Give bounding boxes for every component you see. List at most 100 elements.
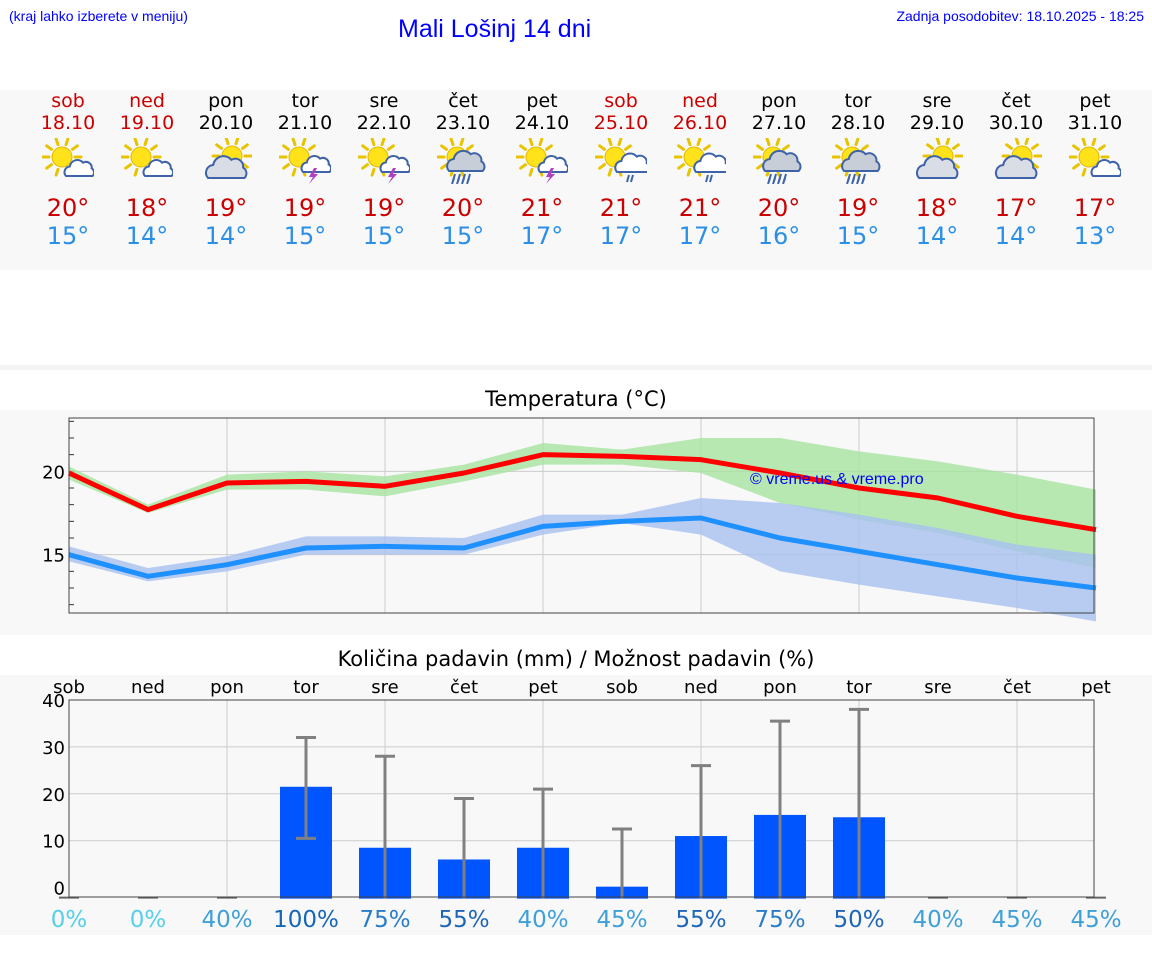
day-name: ned [129, 90, 165, 112]
day-column: ned 19.10 18° 14° [102, 90, 192, 250]
sun-heavy-rain-icon [437, 138, 486, 184]
min-temperature: 15° [46, 222, 90, 250]
day-column: pet 31.10 17° 13° [1050, 90, 1140, 250]
day-date: 24.10 [514, 112, 570, 134]
precipitation-probability: 45% [596, 907, 647, 933]
y-tick-label: 20 [42, 785, 65, 806]
max-temperature: 18° [915, 194, 959, 222]
sun-cloud-icon [42, 138, 94, 177]
max-temperature: 19° [362, 194, 406, 222]
max-temperature: 20° [441, 194, 485, 222]
day-date: 28.10 [830, 112, 886, 134]
min-temperature: 17° [520, 222, 564, 250]
max-temperature: 20° [757, 194, 801, 222]
day-name: sre [369, 90, 399, 112]
min-temperature: 15° [283, 222, 327, 250]
day-column: sob 18.10 20° 15° [23, 90, 113, 250]
day-date: 26.10 [672, 112, 728, 134]
sun-cloud-icon [121, 138, 173, 177]
cloud-sun-icon [995, 138, 1042, 179]
temperature-plot-frame [68, 417, 1095, 614]
max-temperature: 21° [678, 194, 722, 222]
sun-light-rain-icon [674, 138, 726, 183]
max-temperature-line [67, 452, 1097, 533]
min-temperature: 14° [204, 222, 248, 250]
sun-thunderstorm-icon [279, 138, 331, 184]
day-date: 27.10 [751, 112, 807, 134]
max-temperature: 18° [125, 194, 169, 222]
min-temperature: 17° [678, 222, 722, 250]
min-temperature: 14° [915, 222, 959, 250]
precipitation-probability: 40% [912, 907, 963, 933]
precipitation-probability: 55% [438, 907, 489, 933]
day-column: sob 25.10 21° 17° [576, 90, 666, 250]
x-category-label: čet [450, 677, 478, 698]
day-column: pon 27.10 20° 16° [734, 90, 824, 250]
min-temperature: 15° [836, 222, 880, 250]
precipitation-probability: 40% [517, 907, 568, 933]
day-name: pon [208, 90, 244, 112]
watermark: © vreme.us & vreme.pro [750, 471, 924, 488]
day-date: 25.10 [593, 112, 649, 134]
sun-thunderstorm-icon [358, 138, 410, 184]
forecast-strip-background [0, 90, 1152, 270]
x-category-label: sob [606, 677, 638, 698]
temperature-chart-title: Temperatura (°C) [485, 387, 667, 411]
day-column: tor 21.10 19° 15° [260, 90, 350, 250]
day-name: pet [1079, 90, 1111, 112]
day-column: pet 24.10 21° 17° [497, 90, 587, 250]
y-tick-label: 20 [42, 462, 65, 483]
day-name: čet [448, 90, 478, 112]
day-name: pon [761, 90, 797, 112]
precipitation-plot-frame [68, 699, 1095, 898]
day-date: 30.10 [988, 112, 1044, 134]
max-range-band [69, 438, 1096, 568]
max-temperature: 21° [520, 194, 564, 222]
day-date: 20.10 [198, 112, 254, 134]
min-temperature: 15° [362, 222, 406, 250]
max-temperature: 17° [1073, 194, 1117, 222]
min-temperature: 16° [757, 222, 801, 250]
day-column: sre 29.10 18° 14° [892, 90, 982, 250]
day-date: 19.10 [119, 112, 175, 134]
x-category-label: sob [53, 677, 85, 698]
y-tick-label: 10 [42, 832, 65, 853]
day-date: 31.10 [1067, 112, 1123, 134]
cloud-sun-icon [205, 138, 252, 179]
min-temperature: 13° [1073, 222, 1117, 250]
x-category-label: tor [293, 677, 319, 698]
min-temperature: 14° [125, 222, 169, 250]
x-category-label: sre [371, 677, 398, 698]
precipitation-probability: 55% [675, 907, 726, 933]
min-temperature-line [68, 515, 1097, 591]
sun-light-rain-icon [595, 138, 647, 183]
precipitation-probability: 75% [359, 907, 410, 933]
max-temperature: 17° [994, 194, 1038, 222]
y-tick-label: 0 [54, 879, 65, 900]
sun-heavy-rain-icon [832, 138, 881, 184]
day-name: tor [291, 90, 319, 112]
precipitation-probability: 0% [130, 907, 167, 933]
day-date: 21.10 [277, 112, 333, 134]
sun-cloud-icon [1069, 138, 1121, 177]
precipitation-probability: 75% [754, 907, 805, 933]
day-name: sre [922, 90, 952, 112]
max-temperature: 19° [204, 194, 248, 222]
precipitation-plot-area [69, 700, 1094, 897]
precipitation-probability: 100% [273, 907, 339, 933]
cloud-sun-icon [916, 138, 963, 179]
day-name: čet [1001, 90, 1031, 112]
x-category-label: pon [210, 677, 244, 698]
day-name: sob [51, 90, 85, 112]
x-category-label: čet [1003, 677, 1031, 698]
sun-heavy-rain-icon [753, 138, 802, 184]
precipitation-probability: 45% [1070, 907, 1121, 933]
day-column: čet 23.10 20° 15° [418, 90, 508, 250]
day-column: sre 22.10 19° 15° [339, 90, 429, 250]
x-category-label: pet [1081, 677, 1111, 698]
max-temperature: 21° [599, 194, 643, 222]
location-hint-link[interactable]: (kraj lahko izberete v meniju) [9, 8, 188, 24]
precipitation-probability: 45% [991, 907, 1042, 933]
max-temperature: 20° [46, 194, 90, 222]
